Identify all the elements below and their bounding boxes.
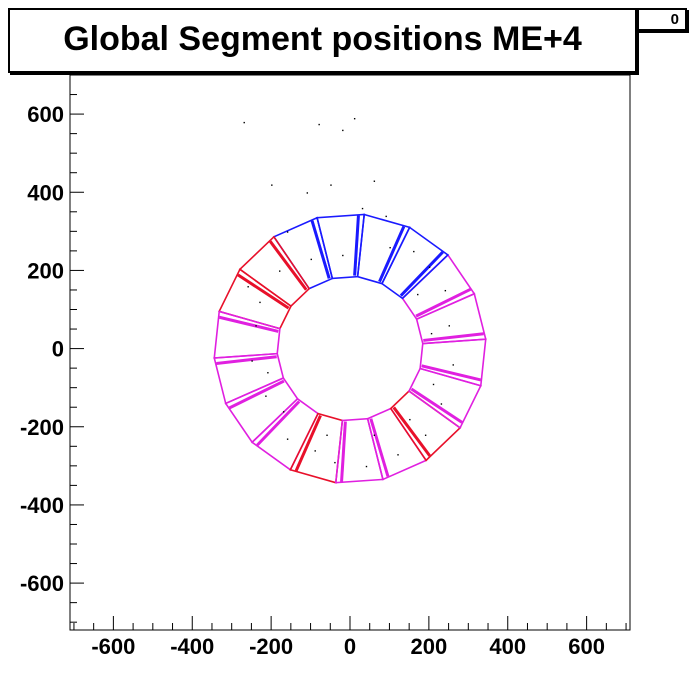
segment-line bbox=[369, 418, 390, 477]
segment-point bbox=[342, 129, 344, 132]
chamber-outlines bbox=[213, 213, 487, 484]
segment-line bbox=[216, 355, 277, 365]
y-tick-label: -200 bbox=[20, 415, 64, 440]
segment-point bbox=[267, 372, 269, 374]
x-tick-label: 400 bbox=[489, 634, 526, 659]
segment-point bbox=[448, 325, 450, 327]
segment-point bbox=[271, 184, 273, 186]
y-tick-label: 400 bbox=[27, 180, 64, 205]
x-tick-label: -600 bbox=[91, 634, 135, 659]
segment-point bbox=[397, 454, 399, 456]
segment-point bbox=[255, 325, 257, 327]
segment-line bbox=[399, 251, 444, 297]
segment-point bbox=[330, 184, 332, 186]
chart-title-box: Global Segment positions ME+4 bbox=[8, 8, 637, 73]
segment-point bbox=[259, 301, 261, 304]
segment-point bbox=[373, 180, 376, 182]
plot-frame bbox=[69, 74, 631, 631]
segment-points bbox=[243, 117, 454, 468]
segment-point bbox=[247, 286, 249, 288]
segment-point bbox=[413, 250, 415, 253]
segment-line bbox=[421, 364, 482, 382]
y-tick-label: 600 bbox=[27, 102, 64, 127]
x-tick-label: 0 bbox=[344, 634, 356, 659]
y-tick-label: 200 bbox=[27, 258, 64, 283]
segment-line bbox=[228, 379, 285, 410]
segment-point bbox=[326, 434, 328, 436]
segment-line bbox=[410, 387, 463, 424]
chamber-outline bbox=[272, 216, 334, 290]
y-tick-label: -400 bbox=[20, 493, 64, 518]
segment-point bbox=[251, 360, 253, 362]
segment-point bbox=[279, 270, 281, 272]
segment-point bbox=[444, 289, 447, 292]
segment-point bbox=[310, 258, 312, 261]
segment-point bbox=[389, 246, 391, 249]
stat-box: 0 bbox=[637, 8, 687, 31]
x-tick-label: 200 bbox=[411, 634, 448, 659]
chart-title: Global Segment positions ME+4 bbox=[63, 20, 582, 58]
segment-line bbox=[423, 332, 484, 342]
segment-point bbox=[430, 332, 433, 335]
segment-line bbox=[218, 315, 279, 333]
chamber-outline bbox=[356, 213, 411, 285]
segment-line bbox=[294, 414, 322, 472]
segment-point bbox=[424, 434, 427, 436]
y-tick-label: 0 bbox=[52, 337, 64, 362]
segment-point bbox=[243, 121, 245, 124]
segment-point bbox=[282, 411, 285, 413]
segment-point bbox=[334, 461, 336, 464]
segment-point bbox=[306, 192, 309, 194]
segment-line bbox=[310, 220, 331, 279]
segment-point bbox=[265, 395, 267, 397]
segment-line bbox=[268, 240, 308, 291]
segment-point bbox=[440, 403, 443, 405]
segment-point bbox=[452, 364, 454, 366]
segment-point bbox=[314, 450, 316, 452]
segment-point bbox=[385, 215, 387, 218]
segment-line bbox=[415, 287, 472, 318]
segment-line bbox=[237, 273, 290, 310]
segment-point bbox=[409, 418, 411, 421]
chamber-outline bbox=[366, 407, 428, 481]
segment-point bbox=[286, 438, 289, 440]
segment-line bbox=[340, 421, 347, 482]
stat-value: 0 bbox=[670, 11, 679, 28]
segment-point bbox=[417, 293, 419, 296]
segment-point bbox=[286, 231, 289, 233]
segment-line bbox=[256, 400, 301, 447]
segment-point bbox=[432, 383, 435, 386]
segment-point bbox=[373, 434, 376, 436]
segment-line bbox=[353, 215, 360, 276]
x-tick-label: -400 bbox=[170, 634, 214, 659]
segment-point bbox=[342, 254, 344, 257]
segment-point bbox=[365, 465, 368, 468]
x-tick-label: -200 bbox=[249, 634, 293, 659]
segment-line bbox=[378, 225, 406, 283]
segment-point bbox=[353, 117, 356, 120]
tick-labels: -600 -400 -200 0 200 400 600 600 400 200 0 -200 -400… bbox=[20, 102, 605, 659]
segment-point bbox=[318, 123, 320, 126]
axis-ticks bbox=[70, 74, 627, 630]
x-tick-label: 600 bbox=[568, 634, 605, 659]
segment-point bbox=[428, 266, 431, 268]
segment-line bbox=[392, 406, 432, 457]
y-tick-label: -600 bbox=[20, 571, 64, 596]
segment-point bbox=[361, 207, 364, 210]
